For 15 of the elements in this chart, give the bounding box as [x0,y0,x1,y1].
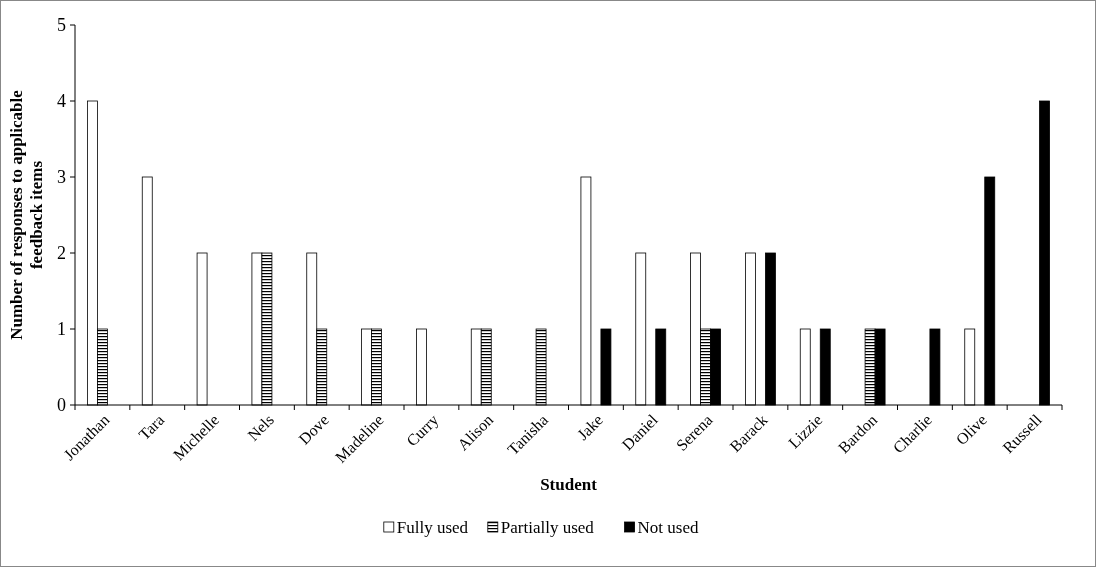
y-tick-label: 0 [57,395,66,416]
y-tick-label: 3 [57,167,66,188]
y-tick-label: 2 [57,243,66,264]
x-tick-label: Olive [952,411,990,449]
x-tick-label: Nels [244,411,277,444]
legend-label: Fully used [396,517,469,537]
y-tick-label: 5 [57,15,66,36]
legend-label: Not used [637,517,700,537]
legend-label: Partially used [500,517,595,537]
x-tick-label: Jake [573,411,606,444]
y-tick-label: 1 [57,319,66,340]
x-axis-title: Student [540,475,598,494]
x-tick-label: Tara [135,411,168,444]
y-tick-label: 4 [57,91,66,112]
y-axis-title: Number of responses to applicable feedback items [7,89,47,340]
